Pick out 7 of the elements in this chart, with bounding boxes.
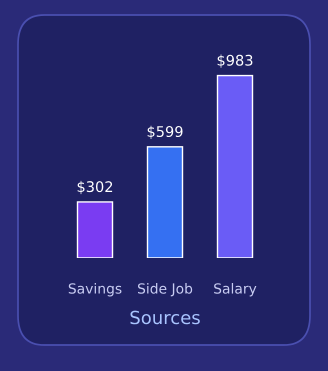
data-label: $599 [148, 126, 183, 139]
x-tick-label: Side Job [138, 283, 192, 296]
data-label: $302 [78, 180, 112, 194]
data-label: $983 [218, 54, 252, 68]
x-axis-title: Sources [130, 310, 200, 324]
x-tick-label: Salary [214, 283, 256, 296]
x-tick-label: Savings [68, 283, 122, 296]
